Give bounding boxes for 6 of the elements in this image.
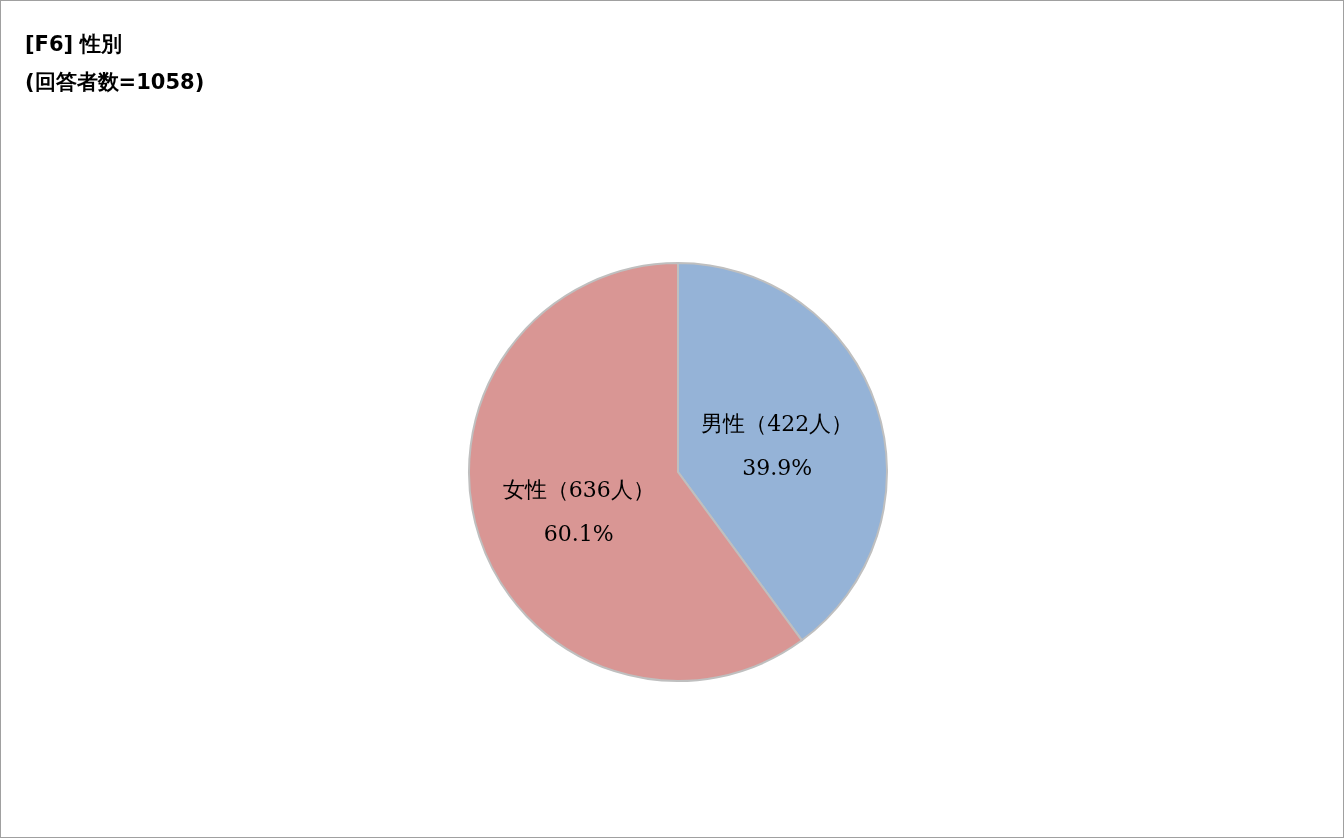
text: [F6] 性別 (25, 31, 124, 58)
slice-label: 女性（636人） (502, 476, 655, 502)
slice-label: 男性（422人） (701, 411, 854, 437)
text: (回答者数=1058) (25, 69, 205, 96)
data-label: 60.1% (543, 520, 614, 546)
data-label: 39.9% (742, 455, 813, 481)
